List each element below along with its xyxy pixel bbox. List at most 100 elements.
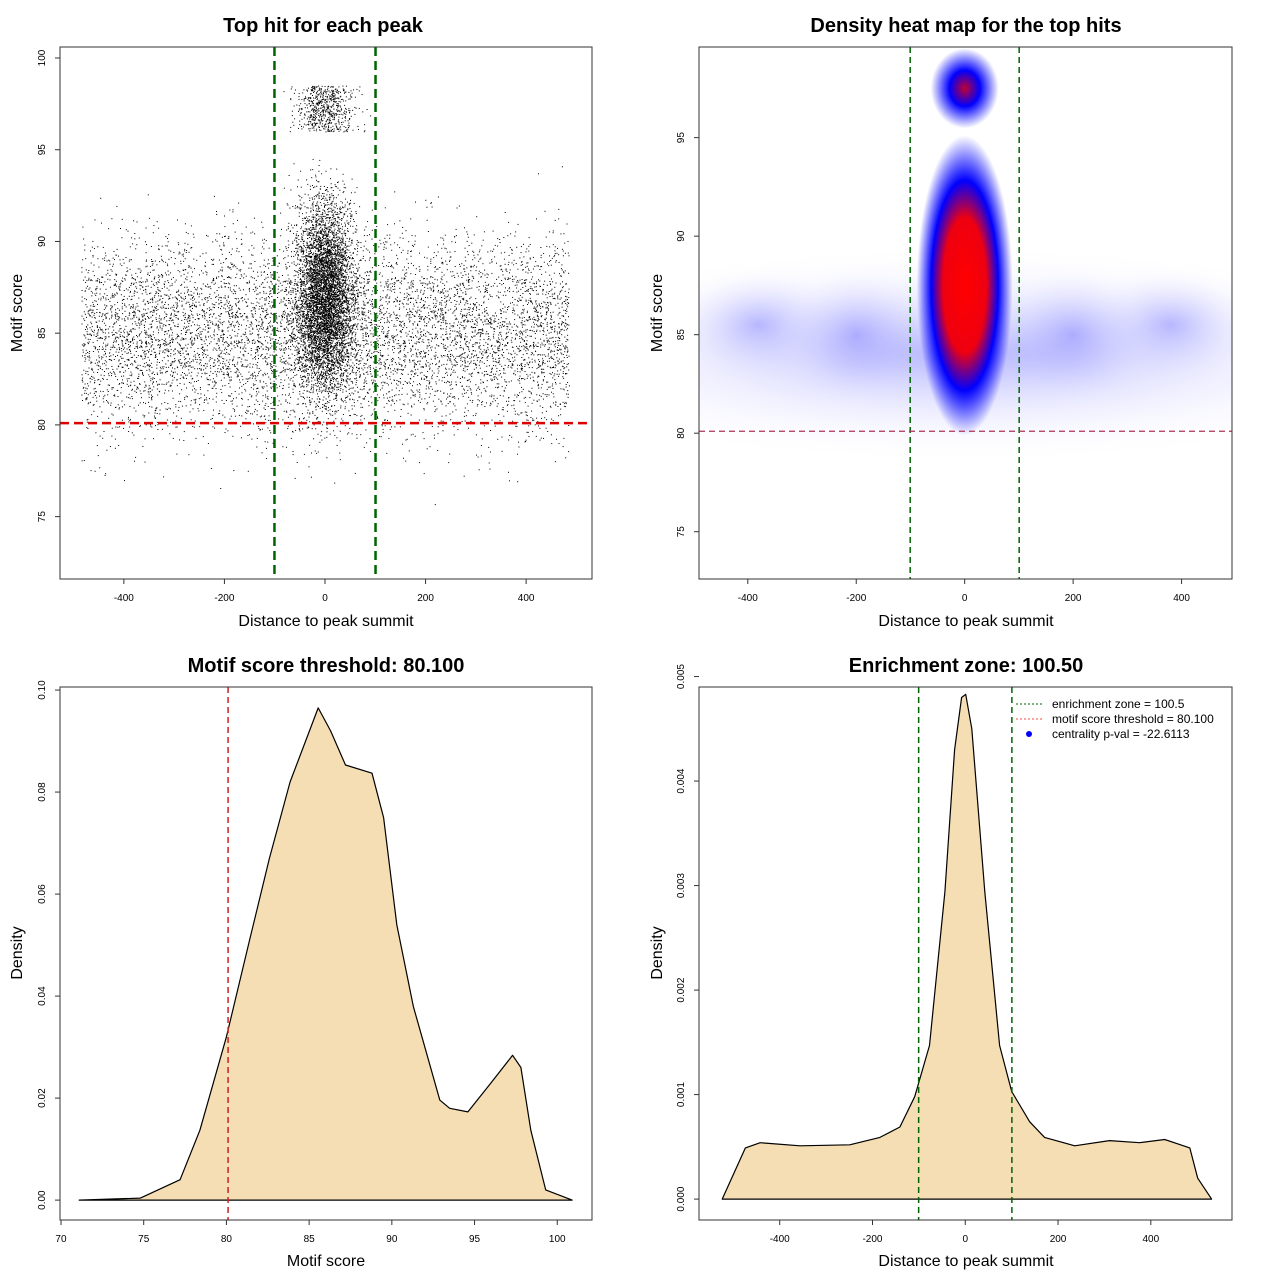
scatter-point [540,387,542,389]
scatter-point [333,293,335,295]
scatter-point [349,427,351,429]
scatter-point [110,355,112,357]
scatter-point [344,370,346,371]
scatter-point [411,291,413,293]
scatter-point [303,369,305,371]
scatter-point [362,337,364,339]
scatter-point [362,340,364,341]
scatter-point [335,90,337,92]
scatter-point [162,343,164,345]
scatter-point [304,325,306,327]
scatter-point [337,251,339,253]
scatter-point [317,119,319,121]
scatter-point [317,255,319,256]
scatter-point [370,356,372,358]
scatter-point [318,311,320,313]
scatter-point [549,261,551,263]
scatter-point [275,334,277,336]
scatter-point [333,262,334,264]
scatter-point [343,333,345,335]
scatter-point [236,268,238,270]
scatter-point [401,365,403,367]
scatter-point [336,342,338,344]
scatter-point [521,312,523,313]
scatter-point [231,323,233,325]
scatter-point [525,343,527,344]
scatter-point [551,295,553,297]
scatter-point [416,384,418,386]
scatter-point [316,309,318,311]
scatter-point [464,304,466,306]
scatter-point [352,382,354,384]
scatter-point [557,295,559,297]
scatter-point [433,283,435,285]
scatter-point [118,407,120,409]
scatter-point [324,260,326,262]
scatter-point [331,232,333,234]
scatter-point [310,322,312,324]
scatter-point [543,339,545,341]
scatter-point [329,339,331,341]
scatter-point [514,356,516,358]
scatter-point [558,443,560,444]
scatter-point [331,332,333,334]
scatter-point [339,272,341,274]
scatter-point [407,299,409,301]
scatter-point [414,369,416,371]
scatter-point [265,240,267,242]
scatter-point [339,305,341,307]
scatter-point [309,334,311,336]
scatter-point [113,395,115,396]
scatter-point [241,358,243,360]
scatter-point [147,194,149,196]
scatter-point [207,331,209,333]
scatter-point [353,413,355,415]
scatter-point [450,388,452,390]
scatter-point [476,302,478,303]
scatter-point [318,264,320,266]
scatter-point [337,334,339,336]
scatter-point [351,272,353,274]
scatter-point [97,303,98,305]
scatter-point [349,309,351,311]
scatter-point [315,107,317,109]
scatter-point [288,320,290,322]
scatter-point [113,346,115,348]
scatter-point [328,196,330,198]
scatter-point [121,400,123,402]
scatter-point [289,414,291,416]
scatter-point [159,279,160,281]
scatter-point [197,314,199,316]
scatter-point [349,415,351,416]
scatter-point [238,342,240,344]
scatter-point [216,290,218,291]
scatter-point [323,331,325,333]
scatter-point [328,129,330,131]
scatter-point [142,374,144,376]
scatter-point [304,375,306,377]
scatter-point [332,315,334,317]
scatter-point [306,325,308,327]
scatter-point [270,363,272,365]
scatter-point [501,436,503,438]
scatter-point [525,300,527,302]
scatter-point [268,286,270,288]
scatter-point [252,363,254,365]
scatter-point [111,315,113,317]
scatter-point [242,379,244,381]
scatter-point [145,313,147,314]
scatter-point [150,345,152,347]
scatter-point [187,317,189,319]
scatter-point [352,356,354,357]
scatter-point [312,342,314,344]
scatter-point [427,402,429,404]
scatter-point [218,356,220,358]
scatter-point [334,207,336,209]
scatter-point [559,348,560,350]
scatter-point [99,467,101,469]
scatter-point [121,237,123,239]
scatter-point [477,281,479,283]
scatter-point [337,360,339,362]
